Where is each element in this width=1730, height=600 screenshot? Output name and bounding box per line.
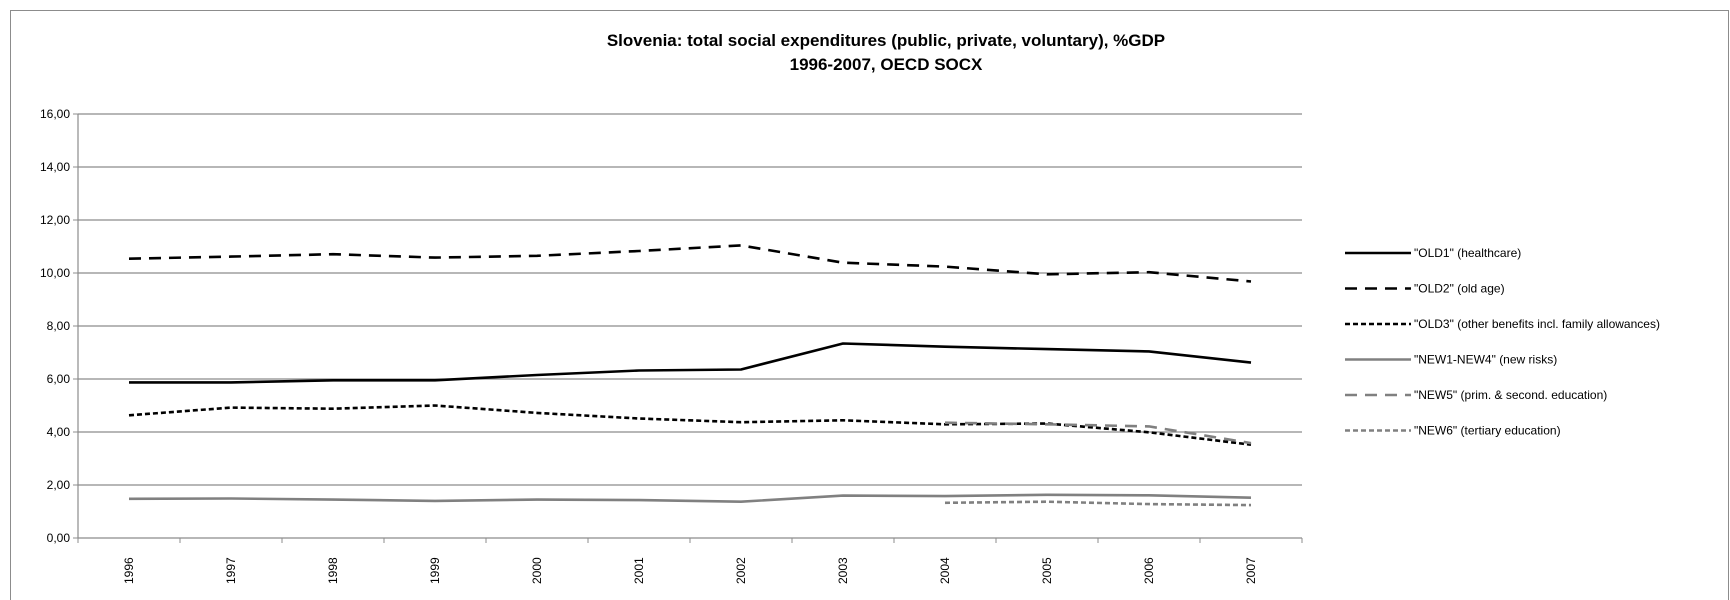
y-tick-label: 14,00 [40, 160, 70, 174]
x-tick-label: 1999 [428, 557, 442, 584]
legend-label-1: "OLD1" (healthcare) [1414, 246, 1521, 260]
legend-label-4: "NEW1-NEW4" (new risks) [1414, 353, 1557, 367]
legend-label-3: "OLD3" (other benefits incl. family allo… [1414, 317, 1660, 331]
series-line-4 [128, 493, 1252, 503]
legend-label-6: "NEW6" (tertiary education) [1414, 424, 1561, 438]
x-tick-label: 1997 [224, 557, 238, 584]
y-tick-label: 12,00 [40, 213, 70, 227]
x-tick-label: 1996 [122, 557, 136, 584]
x-tick-label: 2000 [530, 557, 544, 584]
series-line-5 [944, 421, 1252, 445]
x-tick-label: 2003 [836, 557, 850, 584]
y-tick-label: 8,00 [47, 319, 71, 333]
y-tick-label: 0,00 [47, 531, 71, 545]
legend-label-2: "OLD2" (old age) [1414, 282, 1505, 296]
y-tick-label: 2,00 [47, 478, 71, 492]
series-line-1 [129, 342, 1252, 384]
legend: "OLD1" (healthcare) "OLD2" (old age) "OLD3… [1345, 246, 1660, 438]
x-tick-label: 2004 [938, 557, 952, 584]
legend-label-5: "NEW5" (prim. & second. education) [1414, 388, 1607, 402]
series-line-6 [944, 500, 1252, 507]
y-tick-label: 4,00 [47, 425, 71, 439]
x-tick-label: 2007 [1244, 557, 1258, 584]
chart-frame [10, 10, 1729, 600]
x-tick-label: 2006 [1142, 557, 1156, 584]
chart-title: Slovenia: total social expenditures (pub… [607, 31, 1165, 50]
chart-subtitle: 1996-2007, OECD SOCX [790, 55, 983, 74]
x-tick-label: 2005 [1040, 557, 1054, 584]
x-tick-label: 2002 [734, 557, 748, 584]
y-tick-label: 6,00 [47, 372, 71, 386]
gridlines [78, 113, 1302, 486]
x-tick-label: 1998 [326, 557, 340, 584]
series-lines [128, 244, 1252, 507]
series-line-3 [128, 404, 1252, 446]
series-line-2 [128, 244, 1252, 283]
axes: 0,00 2,00 4,00 6,00 8,00 10,00 12,00 14,00 16,00… [40, 107, 1303, 584]
x-tick-label: 2001 [632, 557, 646, 584]
y-tick-label: 10,00 [40, 266, 70, 280]
y-tick-label: 16,00 [40, 107, 70, 121]
